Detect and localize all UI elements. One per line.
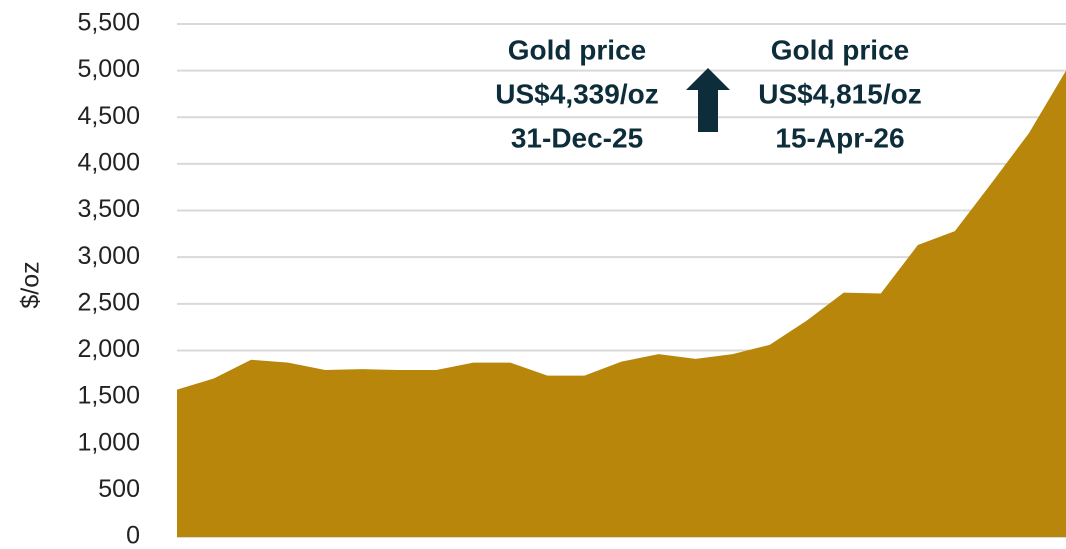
- y-tick-label: 3,500: [77, 195, 140, 223]
- area: [177, 70, 1066, 538]
- annotation: 15-Apr-26: [775, 122, 904, 153]
- arrow-icon: [686, 68, 730, 132]
- y-tick-label: 4,000: [77, 149, 140, 177]
- y-tick-label: 3,000: [77, 242, 140, 270]
- y-tick-label: 1,500: [77, 382, 140, 410]
- y-tick-label: 5,000: [77, 55, 140, 83]
- y-tick-label: 0: [126, 522, 140, 549]
- y-tick-label: 2,500: [77, 288, 140, 316]
- annotation: US$4,339/oz: [495, 78, 658, 109]
- annotation: Gold price: [771, 34, 909, 65]
- y-tick-label: 500: [98, 475, 140, 503]
- y-tick-label: 1,000: [77, 428, 140, 456]
- y-axis-label: $/oz: [17, 261, 45, 308]
- y-tick-label: 2,000: [77, 335, 140, 363]
- annotation: Gold price: [508, 34, 646, 65]
- y-tick-label: 4,500: [77, 102, 140, 130]
- annotation: 31-Dec-25: [511, 122, 643, 153]
- annotation: US$4,815/oz: [758, 78, 921, 109]
- y-tick-label: 5,500: [77, 9, 140, 37]
